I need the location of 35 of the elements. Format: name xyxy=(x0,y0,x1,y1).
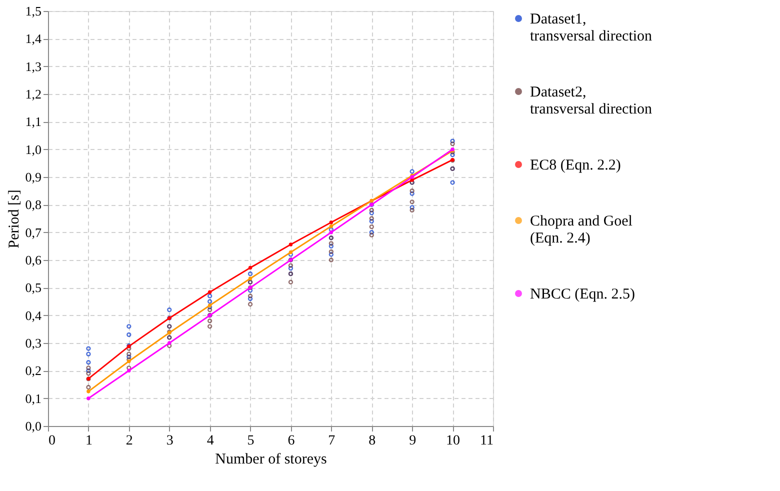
x-tick-label: 7 xyxy=(328,434,336,448)
y-tick-label: 0,0 xyxy=(25,418,42,434)
x-tick-label: 8 xyxy=(368,434,376,448)
y-axis-title: Period [s] xyxy=(6,190,22,248)
x-tick-label: 6 xyxy=(288,434,295,448)
x-tick-label: 2 xyxy=(126,434,133,448)
legend-label: NBCC (Eqn. 2.5) xyxy=(530,286,636,302)
y-tick-label: 0,1 xyxy=(25,390,42,406)
y-tick-label: 1,3 xyxy=(25,58,42,74)
y-tick-label: 1,1 xyxy=(25,114,42,130)
y-tick-label: 1,4 xyxy=(25,31,42,46)
y-tick-label: 0,7 xyxy=(25,224,42,240)
x-tick-label: 10 xyxy=(446,434,460,448)
x-tick-label: 4 xyxy=(206,434,214,448)
y-tick-label: 0,6 xyxy=(25,252,42,268)
legend-label: Dataset1, transversal direction xyxy=(530,12,653,44)
y-tick-label: 1,5 xyxy=(25,4,42,18)
x-tick-label: 11 xyxy=(480,434,494,448)
x-tick-label: 9 xyxy=(409,434,416,448)
legend-label: EC8 (Eqn. 2.2) xyxy=(530,158,621,174)
y-tick-label: 0,9 xyxy=(25,170,42,184)
y-tick-label: 1,0 xyxy=(25,142,42,157)
x-tick-label: 3 xyxy=(166,434,174,448)
x-tick-label: 1 xyxy=(85,434,92,448)
x-tick-label: 0 xyxy=(48,434,56,448)
legend-label: Dataset2, transversal direction xyxy=(530,84,653,118)
y-tick-label: 0,2 xyxy=(25,363,42,378)
x-tick-label: 5 xyxy=(247,434,254,448)
y-tick-label: 0,8 xyxy=(25,197,42,212)
x-axis-title: Number of storeys xyxy=(215,452,327,468)
legend-label: Chopra and Goel (Eqn. 2.4) xyxy=(530,214,632,246)
y-tick-label: 0,4 xyxy=(25,308,42,323)
y-tick-label: 0,5 xyxy=(25,280,42,296)
y-tick-label: 1,2 xyxy=(25,86,42,102)
y-tick-label: 0,3 xyxy=(25,336,42,350)
